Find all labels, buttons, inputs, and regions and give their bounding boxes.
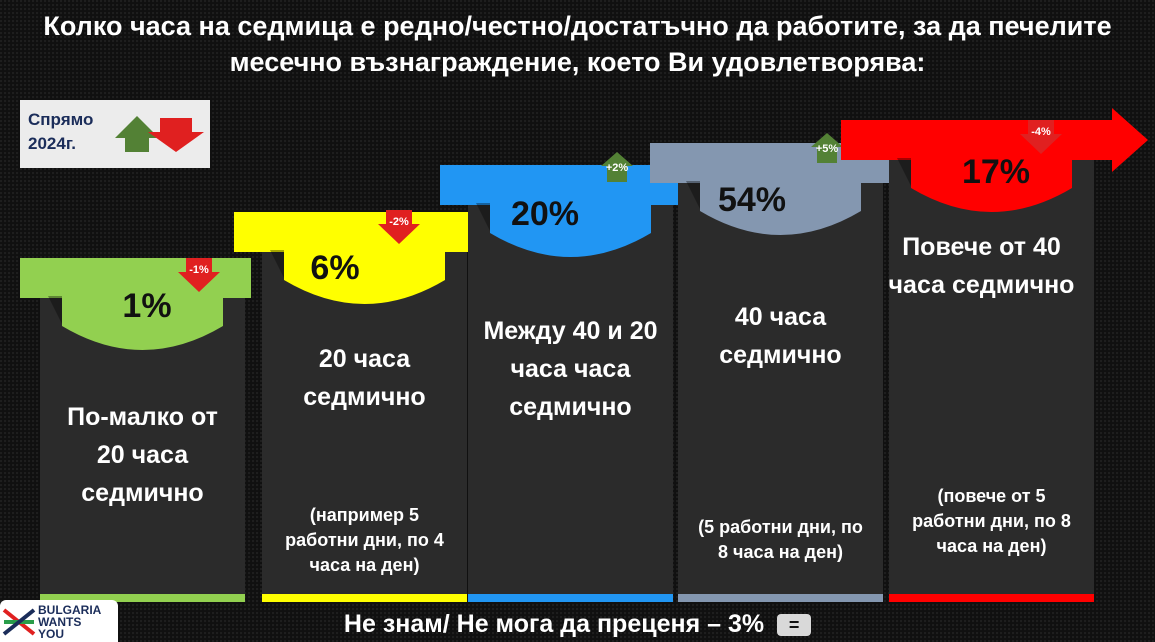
category-label: Между 40 и 20 часа часа седмично — [483, 317, 658, 421]
ribbon-cup — [700, 181, 861, 235]
down-arrow-icon — [148, 118, 204, 152]
bar-column — [889, 140, 1094, 602]
logo-mark-icon — [2, 608, 36, 636]
footer-text: Не знам/ Не мога да преценя – 3% — [343, 610, 765, 638]
ribbon-cup — [284, 250, 445, 304]
change-label: -4% — [1031, 126, 1051, 138]
ribbon-band — [841, 108, 1148, 172]
up-arrow-icon — [115, 116, 159, 152]
change-label: +5% — [815, 143, 839, 155]
legend-arrows — [115, 116, 204, 152]
bar-value-label: 54% — [717, 181, 787, 219]
ribbon-fold — [476, 203, 490, 231]
down-arrow-icon — [1020, 120, 1062, 154]
legend-text: Спрямо 2024г. — [28, 110, 94, 153]
equal-badge: = — [777, 614, 812, 637]
ribbon-fold — [897, 158, 911, 186]
change-label: +2% — [605, 162, 629, 174]
down-arrow-icon — [378, 210, 420, 244]
down-arrow-icon — [178, 258, 220, 292]
ribbon-cup — [911, 158, 1072, 212]
ribbon-cup — [62, 296, 223, 350]
footer: Не знам/ Не мога да преценя – 3% = — [0, 610, 1155, 639]
change-label: -1% — [189, 264, 209, 276]
up-arrow-icon — [811, 133, 843, 163]
ribbon-fold — [270, 250, 284, 278]
category-label: По-малко от 20 часа седмично — [67, 403, 218, 507]
logo-text: BULGARIA WANTS YOU — [38, 603, 102, 641]
bar-column — [678, 163, 883, 602]
up-arrow-icon — [601, 152, 633, 182]
ribbon-band — [234, 212, 473, 252]
category-note: (5 работни дни, по 8 часа на ден) — [698, 517, 863, 562]
bar-value-label: 20% — [510, 195, 580, 233]
category-note: (например 5 работни дни, по 4 часа на де… — [285, 505, 444, 575]
logo: BULGARIA WANTS YOU — [0, 600, 118, 642]
ribbon-fold — [686, 181, 700, 209]
chart-title: Колко часа на седмица е редно/честно/дос… — [43, 11, 1112, 77]
bar-value-label: 17% — [961, 153, 1031, 191]
category-note: (повече от 5 работни дни, по 8 часа на д… — [912, 486, 1071, 556]
legend: Спрямо 2024г. — [20, 100, 210, 168]
ribbon-cup — [490, 203, 651, 257]
change-label: -2% — [389, 216, 409, 228]
category-label: 20 часа седмично — [303, 345, 426, 411]
bar-value-label: 6% — [310, 249, 360, 287]
bar-value-label: 1% — [122, 287, 172, 325]
ribbon-fold — [48, 296, 62, 324]
category-label: 40 часа седмично — [719, 303, 842, 369]
category-label: Повече от 40 часа седмично — [888, 233, 1075, 299]
